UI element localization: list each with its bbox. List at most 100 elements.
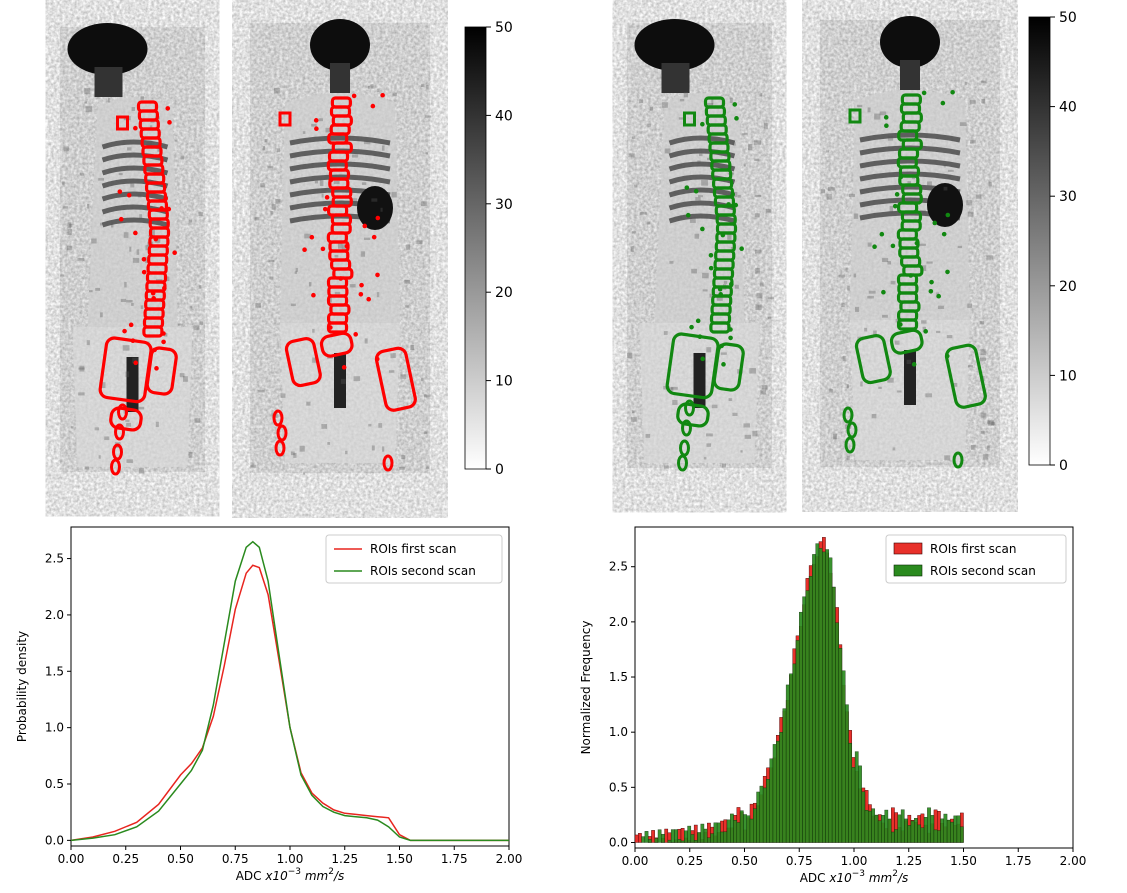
tissue-speck (309, 282, 312, 287)
roi-outline (272, 409, 284, 427)
roi-dot (734, 116, 739, 121)
tissue-speck (290, 451, 295, 456)
tissue-speck (399, 466, 405, 470)
hist-bar (927, 807, 931, 843)
tissue-speck (947, 169, 954, 172)
stomach-region (357, 186, 393, 230)
hist-bar (897, 814, 902, 843)
legend-label: ROIs first scan (930, 542, 1016, 556)
hist-bar (762, 787, 767, 843)
tissue-speck (250, 464, 256, 468)
tissue-speck (647, 221, 651, 225)
tissue-speck (400, 374, 406, 379)
roi-dot (739, 246, 744, 251)
tissue-speck (702, 272, 709, 279)
neck-region (94, 67, 123, 97)
hist-bar (733, 820, 738, 843)
hist-bar (716, 822, 721, 843)
tissue-speck (944, 455, 951, 461)
tissue-speck (367, 86, 370, 89)
roi-dot (892, 203, 898, 209)
tissue-speck (986, 255, 994, 260)
hist-bar (914, 818, 918, 843)
tissue-speck (906, 359, 912, 365)
roi-outline (116, 115, 129, 131)
x-tick-label: 2.00 (1060, 854, 1087, 868)
roi-dot (898, 322, 903, 327)
tissue-speck (645, 433, 651, 438)
tissue-speck (351, 198, 358, 204)
tissue-speck (388, 370, 395, 373)
tissue-speck (321, 193, 324, 198)
hist-bar (845, 704, 849, 843)
x-tick-label: 1.25 (895, 854, 922, 868)
tissue-speck (176, 245, 179, 249)
tissue-speck (698, 153, 703, 157)
tissue-speck (737, 194, 741, 198)
roi-outline (944, 343, 987, 409)
tissue-speck (406, 244, 411, 250)
roi-outline (319, 331, 354, 358)
tissue-speck (321, 188, 327, 191)
tissue-speck (838, 274, 846, 278)
tissue-speck (980, 357, 987, 361)
roi-dot (945, 212, 951, 218)
roi-dot (341, 365, 347, 370)
neck-region (661, 63, 690, 93)
roi-outline (889, 328, 924, 355)
roi-dot (320, 246, 326, 252)
roi-outline (276, 424, 288, 442)
tissue-speck (381, 145, 385, 151)
groin-region (904, 350, 916, 405)
x-tick-label: 1.75 (441, 852, 468, 866)
tissue-speck (254, 217, 260, 221)
tissue-speck (853, 273, 857, 278)
tissue-speck (734, 191, 738, 198)
tissue-speck (879, 111, 887, 116)
roi-dot (344, 243, 350, 249)
tissue-speck (979, 320, 985, 325)
tissue-speck (69, 223, 73, 228)
tissue-speck (295, 267, 299, 272)
tissue-speck (959, 122, 967, 127)
tissue-speck (120, 298, 127, 302)
tissue-speck (887, 135, 894, 141)
roi-dot (117, 189, 123, 194)
tissue-speck (697, 160, 701, 164)
tissue-speck (730, 246, 734, 251)
tissue-speck (85, 106, 93, 113)
roi-outline (846, 421, 858, 439)
tissue-speck (691, 268, 697, 274)
tissue-speck (303, 472, 306, 475)
tissue-speck (867, 107, 871, 113)
rib-shadow (668, 161, 736, 172)
roi-dot (133, 230, 138, 236)
roi-dot (928, 289, 934, 294)
roi-dot (328, 177, 334, 183)
tissue-speck (63, 146, 70, 152)
tissue-speck (826, 193, 832, 200)
roi-dot (684, 185, 690, 190)
hist-bar (877, 820, 882, 843)
tissue-speck (846, 455, 850, 461)
tissue-speck (132, 357, 139, 364)
tissue-speck (420, 201, 428, 207)
tissue-speck (732, 412, 738, 416)
roi-dot (908, 273, 914, 278)
tissue-speck (763, 122, 768, 129)
hist-bar (907, 825, 912, 843)
roi-dot (883, 115, 889, 120)
tissue-speck (294, 271, 297, 274)
roi-dot (161, 339, 166, 345)
hist-bar (933, 829, 938, 843)
roi-dot (353, 332, 358, 337)
groin-region (126, 357, 139, 412)
hist-bar (776, 740, 780, 843)
roi-outline (709, 321, 731, 334)
rib-shadow (289, 174, 391, 185)
tissue-speck (754, 158, 760, 161)
tissue-speck (842, 356, 846, 361)
colorbar-tick-label: 40 (495, 108, 513, 124)
colorbar-tick-label: 30 (1059, 189, 1077, 205)
